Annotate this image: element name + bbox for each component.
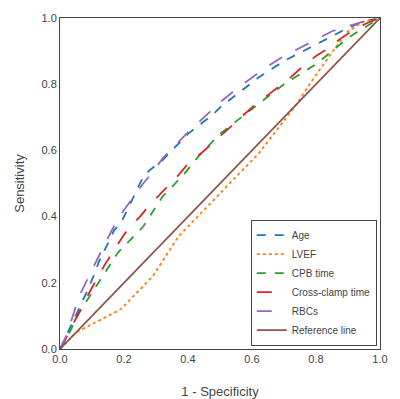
svg-text:0.2: 0.2 [116,353,131,365]
svg-text:Age: Age [292,230,310,241]
svg-text:0.2: 0.2 [42,277,57,289]
svg-text:0.0: 0.0 [42,343,57,355]
svg-text:1.0: 1.0 [372,353,387,365]
svg-text:CPB time: CPB time [292,268,335,279]
svg-text:Sensitivity: Sensitivity [12,154,27,213]
svg-text:0.6: 0.6 [244,353,259,365]
svg-text:RBCs: RBCs [292,306,318,317]
svg-text:0.6: 0.6 [42,144,57,156]
svg-text:LVEF: LVEF [292,249,316,260]
svg-text:1 - Specificity: 1 - Specificity [181,384,259,399]
svg-text:Reference line: Reference line [292,325,357,336]
svg-text:0.8: 0.8 [42,78,57,90]
svg-text:0.8: 0.8 [308,353,323,365]
svg-text:1.0: 1.0 [42,12,57,24]
svg-text:Cross-clamp time: Cross-clamp time [292,287,370,298]
svg-text:0.4: 0.4 [42,210,57,222]
svg-text:0.0: 0.0 [52,353,67,365]
svg-text:0.4: 0.4 [180,353,195,365]
